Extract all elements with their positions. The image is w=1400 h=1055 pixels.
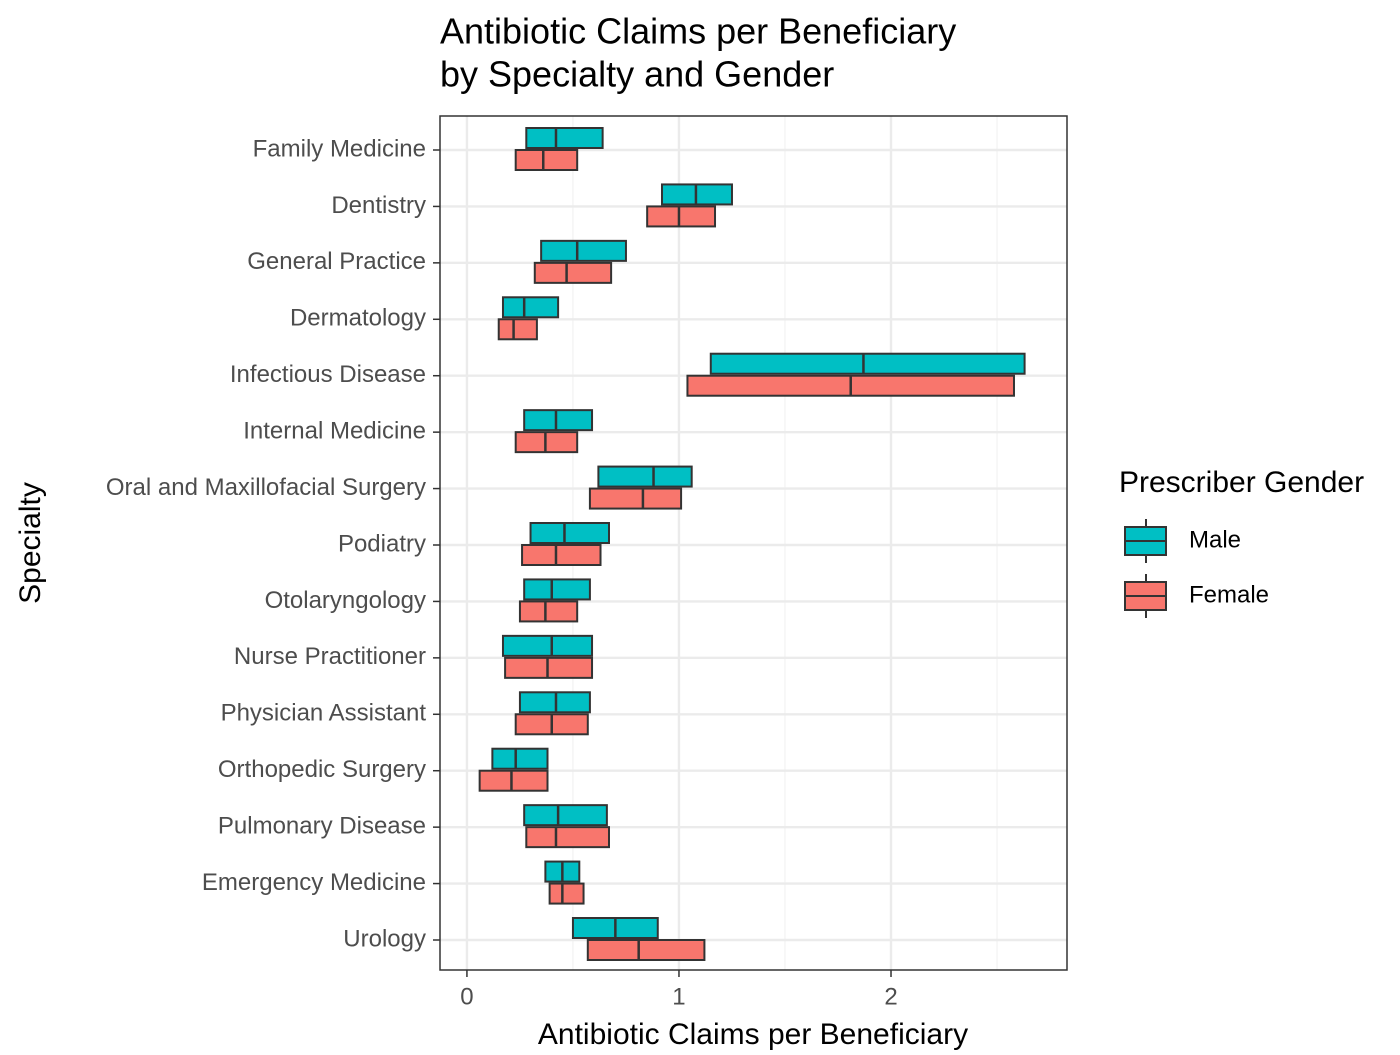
y-tick-label: Otolaryngology [265, 587, 426, 614]
y-tick-label: Internal Medicine [243, 417, 426, 444]
box [646, 205, 717, 228]
box [523, 804, 608, 827]
x-tick-label: 0 [460, 983, 473, 1010]
y-tick-label: Oral and Maxillofacial Surgery [106, 474, 426, 501]
x-tick-label: 2 [884, 983, 897, 1010]
box [588, 487, 683, 510]
y-tick-label: Orthopedic Surgery [218, 756, 426, 783]
box [525, 826, 610, 849]
box [709, 352, 1026, 375]
y-tick-label: Emergency Medicine [202, 869, 426, 896]
y-tick-label: General Practice [247, 248, 426, 275]
box [523, 409, 594, 432]
box [523, 578, 591, 601]
box [529, 522, 610, 544]
box [521, 544, 602, 566]
box [478, 769, 549, 792]
y-axis-label: Specialty [14, 482, 47, 604]
y-tick-label: Physician Assistant [221, 700, 427, 727]
panel-border [439, 115, 1068, 971]
box [518, 600, 579, 623]
legend-title: Prescriber Gender [1119, 466, 1364, 499]
box [501, 634, 594, 657]
y-tick-label: Podiatry [338, 530, 426, 557]
y-tick-label: Family Medicine [253, 135, 426, 162]
y-tick-label: Infectious Disease [230, 361, 426, 388]
chart-title: Antibiotic Claims per Beneficiary [440, 11, 956, 52]
box [525, 127, 604, 149]
x-axis-label: Antibiotic Claims per Beneficiary [538, 1018, 968, 1051]
box [514, 149, 579, 171]
box [501, 296, 560, 319]
box [548, 882, 585, 905]
chart-title: by Specialty and Gender [440, 54, 834, 95]
box [533, 261, 613, 284]
box [597, 465, 693, 488]
y-tick-label: Nurse Practitioner [234, 643, 426, 670]
y-tick-label: Urology [343, 925, 426, 952]
box [491, 747, 549, 770]
y-tick-label: Dentistry [331, 192, 426, 219]
box [497, 318, 538, 341]
y-tick-label: Pulmonary Disease [218, 812, 426, 839]
box [586, 939, 706, 961]
legend-label: Female [1189, 581, 1269, 608]
x-tick-label: 1 [672, 983, 685, 1010]
box [540, 239, 627, 262]
y-tick-label: Dermatology [290, 305, 426, 332]
legend-label: Male [1189, 526, 1241, 553]
